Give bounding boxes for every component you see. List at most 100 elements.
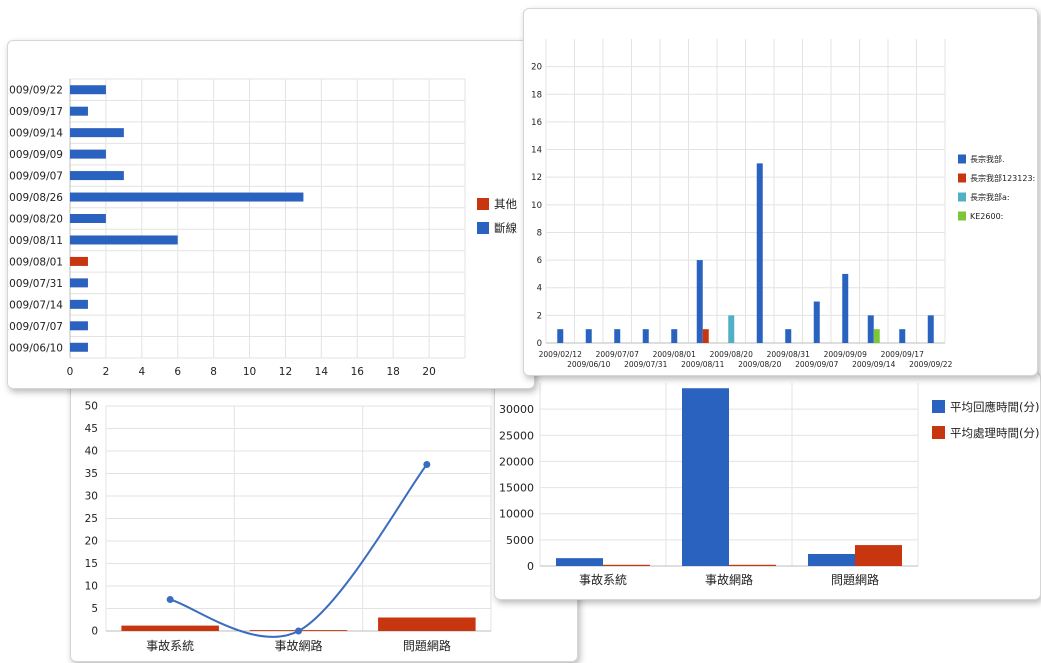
x-tick-label: 2009/08/20 — [710, 350, 753, 359]
line-chart-panel: 0 5 10 15 20 25 30 35 40 45 50 事故系統 事故網路 問題網路 — [70, 372, 578, 662]
y-tick-label: 20000 — [499, 455, 534, 468]
x-tick-label: 2009/09/09 — [824, 350, 867, 359]
legend-label: 平均處理時間(分) — [950, 426, 1039, 440]
x-tick-label: 問題網路 — [403, 638, 451, 653]
bar-mark — [808, 553, 855, 566]
grouped-chart: 0 5000 10000 15000 20000 25000 30000 事故系統 事故網路 問題… — [499, 383, 1039, 587]
x-tick-label: 4 — [138, 366, 145, 378]
y-tick-label: 20 — [531, 63, 542, 73]
y-tick-label: 45 — [85, 423, 98, 435]
legend-label: 其他 — [494, 197, 517, 211]
x-tick-label: 20 — [422, 366, 435, 378]
bar-mark — [556, 558, 603, 566]
legend-label: 長宗我部a: — [970, 192, 1010, 202]
legend-label: 平均回應時間(分) — [950, 400, 1039, 414]
y-tick-label: 10 — [531, 201, 542, 211]
y-tick-label: 50 — [85, 401, 98, 413]
y-tick-label: 2009/09/17 — [8, 106, 63, 118]
y-tick-label: 15000 — [499, 482, 534, 495]
column-chart-panel: 0 2 4 6 8 10 12 14 16 18 20 2009/02/12 2009/06/10 200… — [523, 8, 1038, 376]
bar-mark — [603, 564, 650, 566]
bar-mark — [729, 564, 776, 566]
x-tick-label: 12 — [279, 366, 292, 378]
bar-mark — [378, 617, 476, 631]
x-tick-label: 事故網路 — [274, 638, 322, 653]
bar-mark — [70, 321, 88, 331]
y-tick-label: 2009/07/14 — [8, 299, 63, 311]
y-tick-label: 2009/07/31 — [8, 278, 63, 290]
bar-mark — [855, 545, 902, 566]
x-tick-label: 事故系統 — [146, 638, 194, 653]
y-tick-label: 5 — [91, 603, 98, 615]
x-tick-label: 14 — [315, 366, 329, 378]
y-tick-label: 30000 — [499, 403, 534, 416]
x-tick-label: 2009/09/07 — [795, 360, 838, 369]
bar-mark — [899, 329, 906, 343]
y-tick-label: 4 — [537, 284, 542, 294]
y-tick-label: 16 — [531, 118, 542, 128]
x-tick-label: 問題網路 — [831, 572, 879, 587]
y-tick-label: 0 — [91, 626, 98, 638]
y-tick-label: 2009/09/14 — [8, 128, 63, 140]
legend-swatch — [932, 400, 945, 413]
bar-mark — [70, 171, 124, 181]
legend-label: 長宗我部. — [970, 154, 1005, 164]
grouped-chart-panel: 0 5000 10000 15000 20000 25000 30000 事故系統 事故網路 問題… — [494, 372, 1041, 600]
bar-mark — [873, 329, 880, 343]
legend-label: 斷線 — [494, 221, 517, 235]
y-tick-label: 2009/09/07 — [8, 171, 63, 183]
bar-mark — [842, 273, 849, 343]
y-tick-label: 2009/09/22 — [8, 85, 63, 97]
y-tick-label: 8 — [537, 228, 542, 238]
bar-mark — [70, 192, 304, 202]
x-tick-label: 2009/08/11 — [681, 360, 724, 369]
legend-swatch — [477, 198, 489, 210]
bar-mark — [70, 106, 88, 116]
y-tick-label: 2009/08/01 — [8, 256, 63, 268]
x-tick-label: 2009/08/31 — [767, 350, 810, 359]
y-tick-label: 0 — [527, 560, 534, 573]
bar-mark — [70, 278, 88, 288]
y-tick-label: 5000 — [506, 534, 534, 547]
y-tick-label: 2009/08/26 — [8, 192, 63, 204]
y-tick-label: 2009/08/20 — [8, 214, 63, 226]
bar-mark — [70, 128, 124, 138]
y-tick-label: 40 — [85, 446, 98, 458]
bar-mark — [70, 342, 88, 352]
line-chart: 0 5 10 15 20 25 30 35 40 45 50 事故系統 事故網路 問題網路 — [85, 401, 492, 653]
y-tick-label: 12 — [531, 173, 542, 183]
x-tick-label: 2009/08/01 — [653, 350, 696, 359]
y-tick-label: 0 — [537, 339, 542, 349]
bar-mark — [70, 299, 88, 309]
x-tick-label: 2009/09/17 — [881, 350, 924, 359]
x-tick-label: 2009/08/20 — [738, 360, 781, 369]
x-tick-label: 2009/07/07 — [596, 350, 639, 359]
x-tick-label: 2009/09/22 — [909, 360, 952, 369]
y-tick-label: 6 — [537, 256, 542, 266]
legend-label: 長宗我部123123: — [970, 173, 1035, 183]
x-tick-label: 事故網路 — [705, 572, 753, 587]
y-tick-label: 18 — [531, 90, 542, 100]
legend-label: KE2600: — [970, 212, 1003, 221]
bar-mark — [642, 329, 649, 343]
y-tick-label: 35 — [85, 468, 98, 480]
y-tick-label: 2009/06/10 — [8, 342, 63, 354]
column-chart: 024681012141618202009/02/122009/06/10200… — [531, 39, 1035, 369]
legend-swatch — [932, 426, 945, 439]
bar-mark — [70, 149, 106, 159]
bar-mark — [867, 315, 874, 343]
legend-swatch — [958, 211, 966, 221]
bar-mark — [696, 260, 703, 343]
y-tick-label: 30 — [85, 491, 98, 503]
bar-mark — [70, 235, 178, 245]
bar-mark — [557, 329, 564, 343]
x-tick-label: 6 — [174, 366, 181, 378]
y-tick-label: 25 — [85, 513, 98, 525]
bar-mark — [614, 329, 621, 343]
bar-mark — [927, 315, 934, 343]
y-tick-label: 2009/09/09 — [8, 149, 63, 161]
x-tick-label: 18 — [386, 366, 399, 378]
bar-mark — [121, 625, 219, 631]
x-tick-label: 2 — [103, 366, 110, 378]
bar-mark — [728, 315, 735, 343]
